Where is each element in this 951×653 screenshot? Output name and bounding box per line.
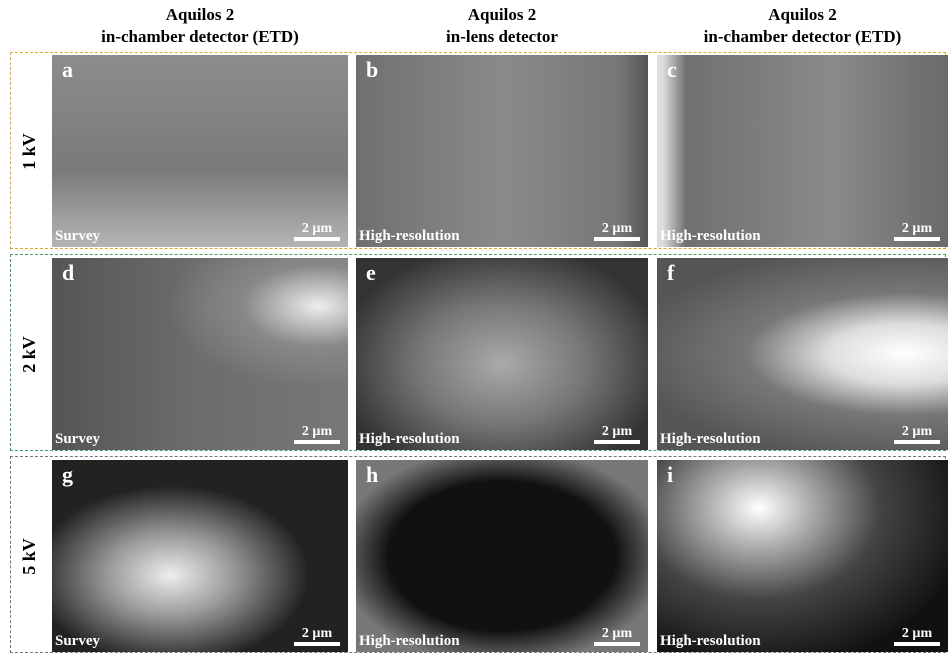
scale-bar: 2 µm [594,626,640,646]
imaging-mode: High-resolution [359,633,460,650]
micrograph: a Survey 2 µm [52,55,348,247]
imaging-mode: High-resolution [660,633,761,650]
column-subtitle: in-lens detector [352,26,652,48]
imaging-mode: High-resolution [359,431,460,448]
panel-letter: a [62,57,73,83]
panel-letter: g [62,462,73,488]
micrograph: i High-resolution 2 µm [657,460,948,652]
scale-bar: 2 µm [894,626,940,646]
row-label-text: 1 kV [19,133,40,170]
scale-bar: 2 µm [294,626,340,646]
column-title: Aquilos 2 [352,4,652,26]
row-label: 2 kV [14,258,44,450]
panel-letter: d [62,260,74,286]
panel-letter: h [366,462,378,488]
imaging-mode: Survey [55,228,100,245]
imaging-mode: Survey [55,633,100,650]
micrograph: c High-resolution 2 µm [657,55,948,247]
row-label: 1 kV [14,55,44,247]
micrograph: e High-resolution 2 µm [356,258,648,450]
scale-bar: 2 µm [894,221,940,241]
panel-letter: f [667,260,674,286]
figure: Aquilos 2in-chamber detector (ETD)Aquilo… [0,0,951,653]
scale-bar: 2 µm [294,221,340,241]
micrograph: d Survey 2 µm [52,258,348,450]
row-label-text: 5 kV [19,538,40,575]
row-label: 5 kV [14,460,44,652]
scale-bar: 2 µm [894,424,940,444]
scale-bar: 2 µm [594,221,640,241]
imaging-mode: Survey [55,431,100,448]
micrograph: g Survey 2 µm [52,460,348,652]
micrograph: f High-resolution 2 µm [657,258,948,450]
panel-letter: e [366,260,376,286]
column-title: Aquilos 2 [50,4,350,26]
panel-letter: c [667,57,677,83]
imaging-mode: High-resolution [660,431,761,448]
scale-bar: 2 µm [594,424,640,444]
micrograph: h High-resolution 2 µm [356,460,648,652]
column-title: Aquilos 2 [653,4,951,26]
imaging-mode: High-resolution [359,228,460,245]
panel-letter: i [667,462,673,488]
column-subtitle: in-chamber detector (ETD) [50,26,350,48]
column-subtitle: in-chamber detector (ETD) [653,26,951,48]
scale-bar: 2 µm [294,424,340,444]
row-label-text: 2 kV [19,336,40,373]
panel-letter: b [366,57,378,83]
imaging-mode: High-resolution [660,228,761,245]
micrograph: b High-resolution 2 µm [356,55,648,247]
